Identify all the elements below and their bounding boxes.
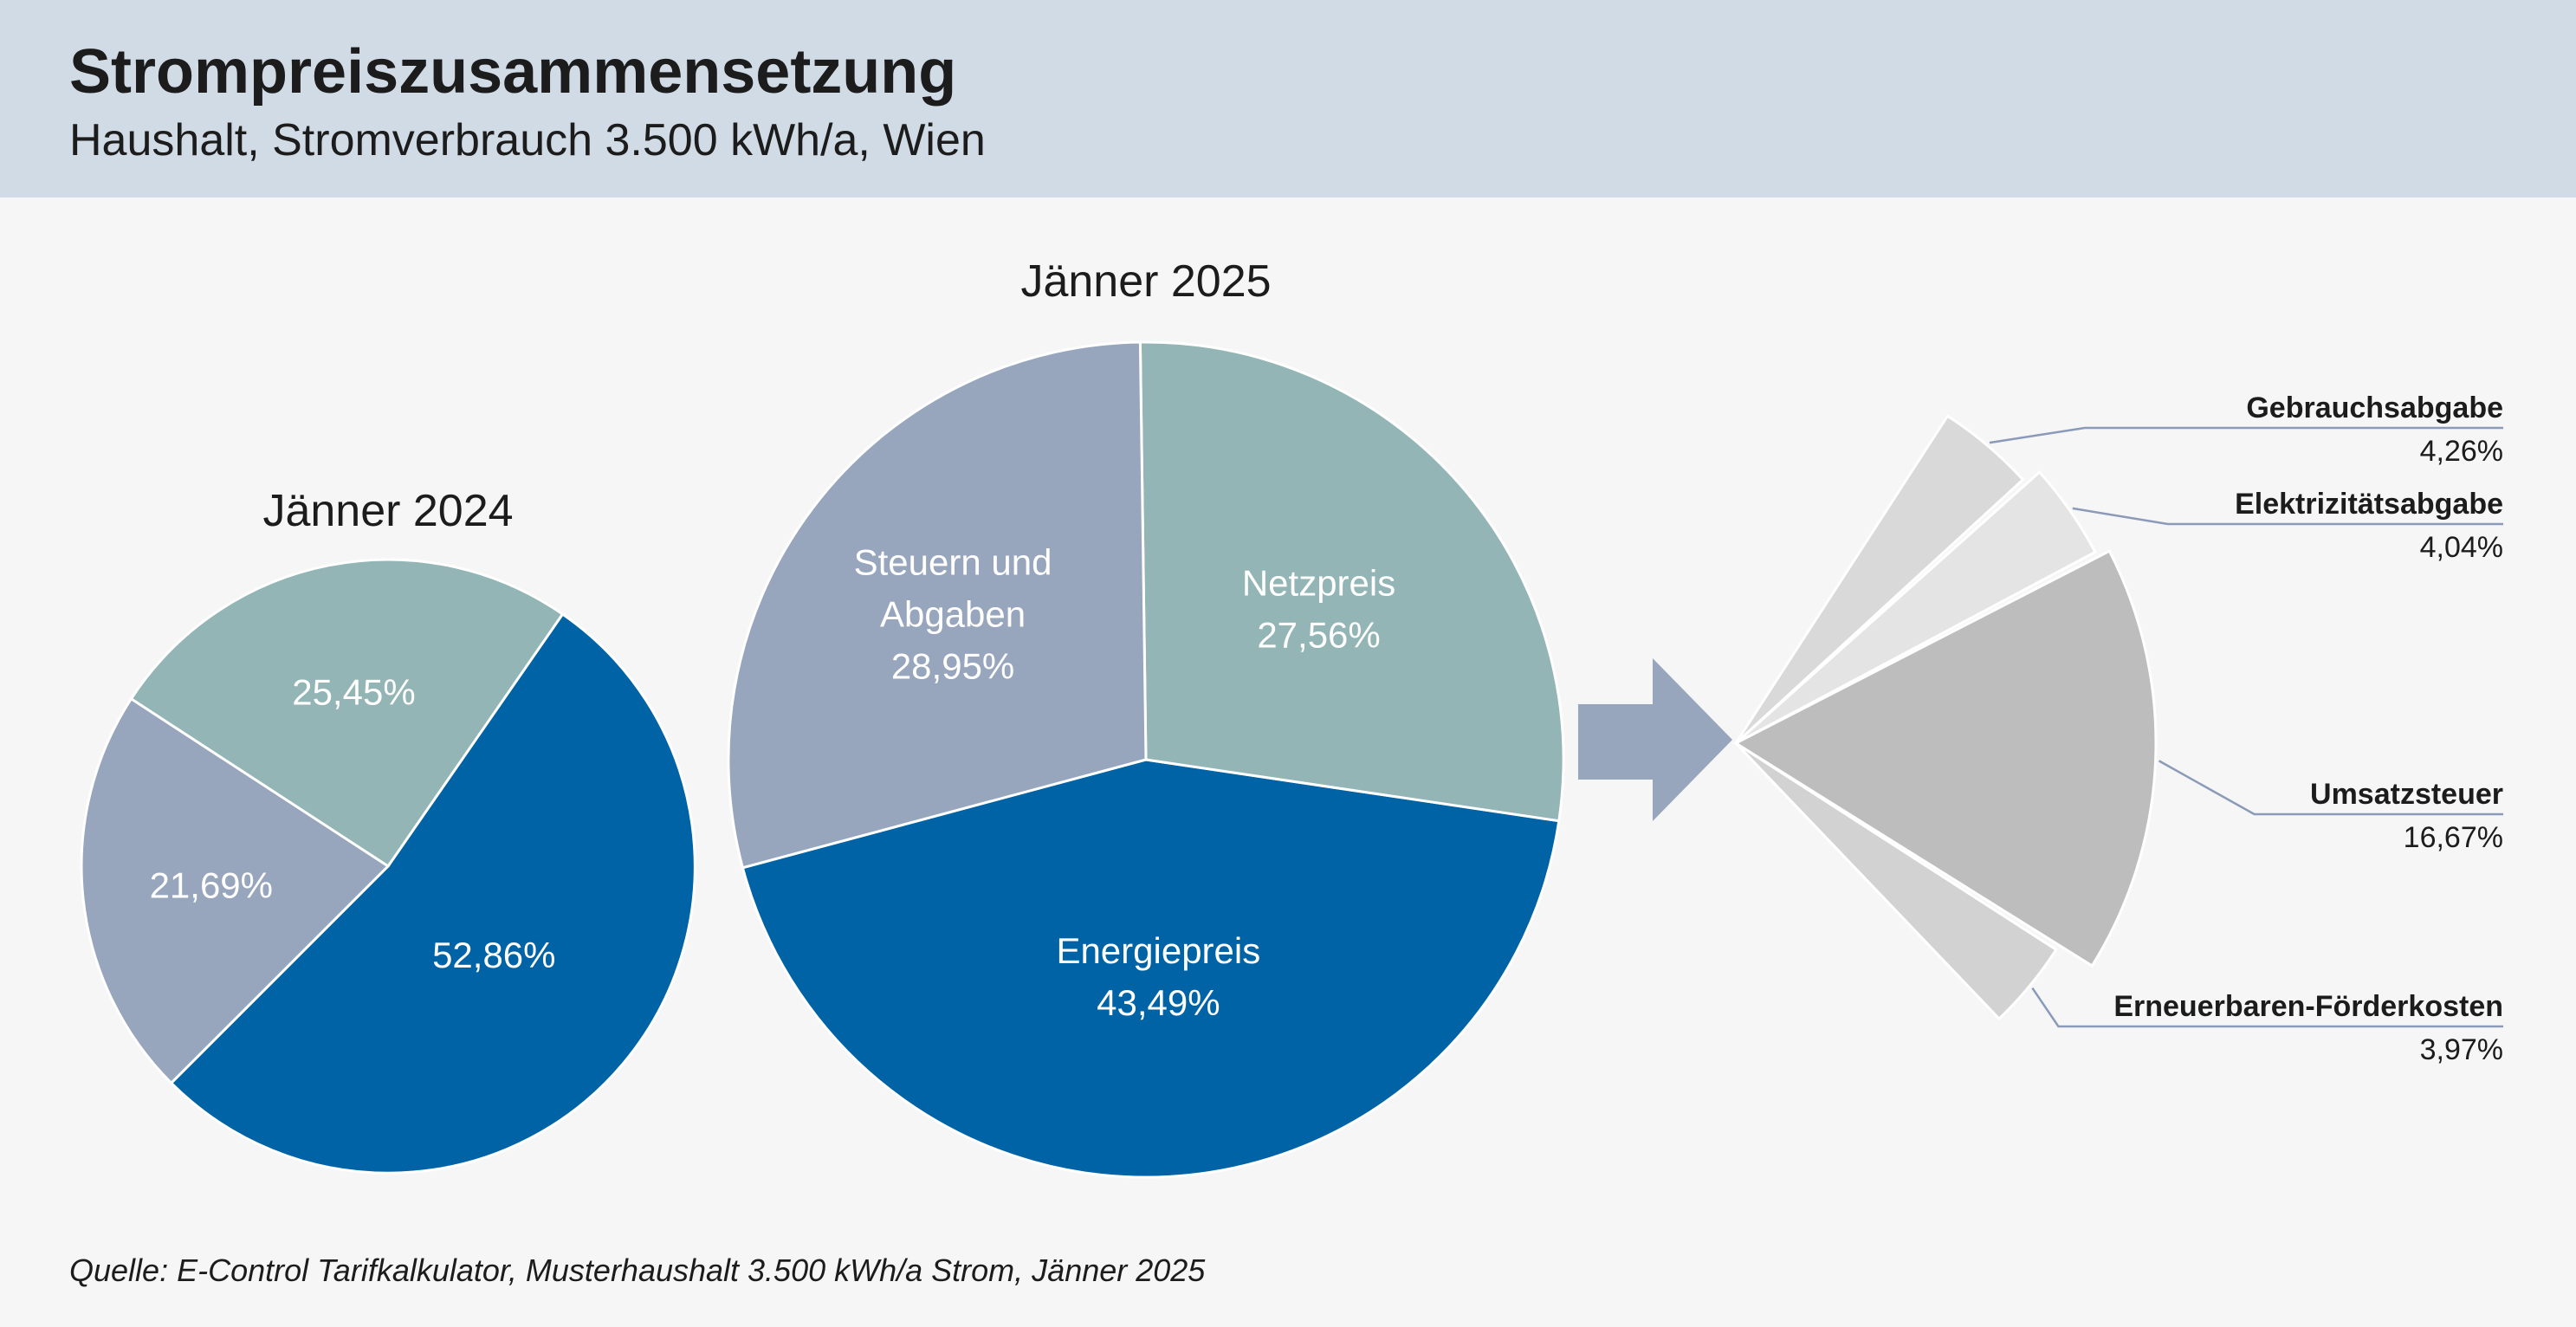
detail-value-elektrizitaetsabgabe: 4,04% [2420,531,2503,564]
leader-line-gebrauchsabgabe [1989,426,2503,444]
pie-chart-2024: 52,86% 25,45% 21,69% Jänner 2024 [80,486,696,1175]
slice-2024-2 [129,558,565,869]
slice-name-2025-netzpreis: Netzpreis [1242,562,1395,603]
slice-value-2025-steuern-und-abgaben: 28,95% [891,645,1014,686]
slice-name-2025-steuern-und-abgaben: Steuern und [854,541,1052,582]
slice-detail-umsatzsteuer [1732,549,2158,968]
slice-detail-gebrauchsabgabe [1734,414,2025,745]
detail-label-elektrizitaetsabgabe: Elektrizitätsabgabe [2235,488,2503,521]
detail-value-erneuerbaren-foerderkosten: 3,97% [2420,1033,2503,1066]
slice-label-2024-2: 25,45% [292,672,415,713]
pie-chart-tax-breakdown: Gebrauchsabgabe 4,26% Elektrizitätsabgabe 4… [1732,392,2503,1066]
leader-line-umsatzsteuer [2158,760,2503,816]
detail-value-umsatzsteuer: 16,67% [2404,821,2503,854]
slice-label-2024-3: 21,69% [150,864,273,905]
header-band [0,0,2576,197]
slice-value-2025-energiepreis: 43,49% [1097,982,1220,1023]
slice-name-2025-energiepreis: Energiepreis [1056,930,1260,971]
slice-2025-netzpreis [1138,340,1565,823]
slice-detail-elektrizitaetsabgabe [1735,469,2097,745]
page-title: Strompreiszusammensetzung [69,37,957,107]
source-note: Quelle: E-Control Tarifkalkulator, Muste… [69,1253,1206,1288]
slice-2024-1 [169,612,696,1175]
slice-name-2025-steuern-und-abgaben: Abgaben [880,593,1026,634]
pie-chart-2025: Energiepreis 43,49% Netzpreis 27,56% Steuern… [727,256,1565,1179]
arrow-icon [1578,658,1732,821]
chart-title-2025: Jänner 2025 [1020,256,1271,307]
detail-label-erneuerbaren-foerderkosten: Erneuerbaren-Förderkosten [2113,990,2503,1023]
page-subtitle: Haushalt, Stromverbrauch 3.500 kWh/a, Wi… [69,115,986,165]
slice-2024-3 [80,696,391,1085]
slice-value-2025-netzpreis: 27,56% [1257,614,1380,655]
slice-2025-energiepreis [741,758,1561,1179]
slice-2025-steuern-und-abgaben [727,340,1148,870]
detail-label-gebrauchsabgabe: Gebrauchsabgabe [2246,392,2503,424]
slice-detail-erneuerbaren-foerderkosten [1734,741,2058,1021]
detail-value-gebrauchsabgabe: 4,26% [2420,435,2503,468]
chart-title-2024: Jänner 2024 [262,486,513,536]
leader-line-elektrizitaetsabgabe [2072,507,2503,526]
detail-label-umsatzsteuer: Umsatzsteuer [2310,778,2503,811]
slice-label-2024-1: 52,86% [432,935,555,975]
leader-line-erneuerbaren-foerderkosten [2031,987,2503,1028]
